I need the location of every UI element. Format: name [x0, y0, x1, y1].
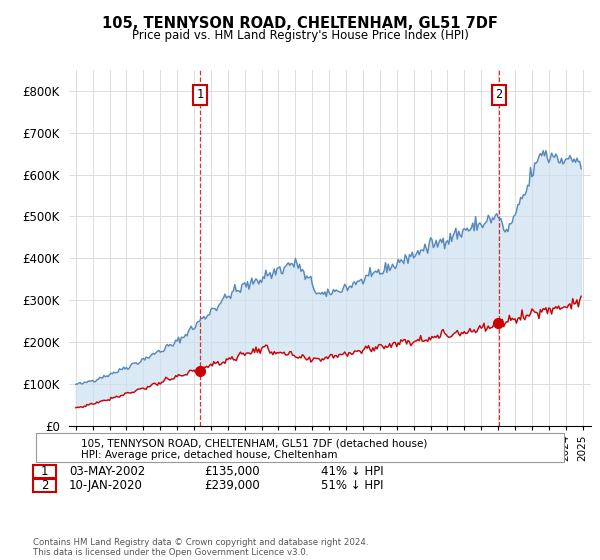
Text: 2: 2	[495, 88, 502, 101]
Text: 105, TENNYSON ROAD, CHELTENHAM, GL51 7DF (detached house): 105, TENNYSON ROAD, CHELTENHAM, GL51 7DF…	[81, 438, 427, 449]
Text: Price paid vs. HM Land Registry's House Price Index (HPI): Price paid vs. HM Land Registry's House …	[131, 29, 469, 42]
Text: Contains HM Land Registry data © Crown copyright and database right 2024.
This d: Contains HM Land Registry data © Crown c…	[33, 538, 368, 557]
Text: 2: 2	[41, 479, 48, 492]
Text: 03-MAY-2002: 03-MAY-2002	[69, 465, 145, 478]
Text: £239,000: £239,000	[204, 479, 260, 492]
Text: 41% ↓ HPI: 41% ↓ HPI	[321, 465, 383, 478]
Text: 1: 1	[197, 88, 204, 101]
Text: 1: 1	[41, 465, 48, 478]
Text: 10-JAN-2020: 10-JAN-2020	[69, 479, 143, 492]
Text: 105, TENNYSON ROAD, CHELTENHAM, GL51 7DF: 105, TENNYSON ROAD, CHELTENHAM, GL51 7DF	[102, 16, 498, 31]
Text: HPI: Average price, detached house, Cheltenham: HPI: Average price, detached house, Chel…	[81, 450, 337, 460]
Text: 51% ↓ HPI: 51% ↓ HPI	[321, 479, 383, 492]
Text: £135,000: £135,000	[204, 465, 260, 478]
